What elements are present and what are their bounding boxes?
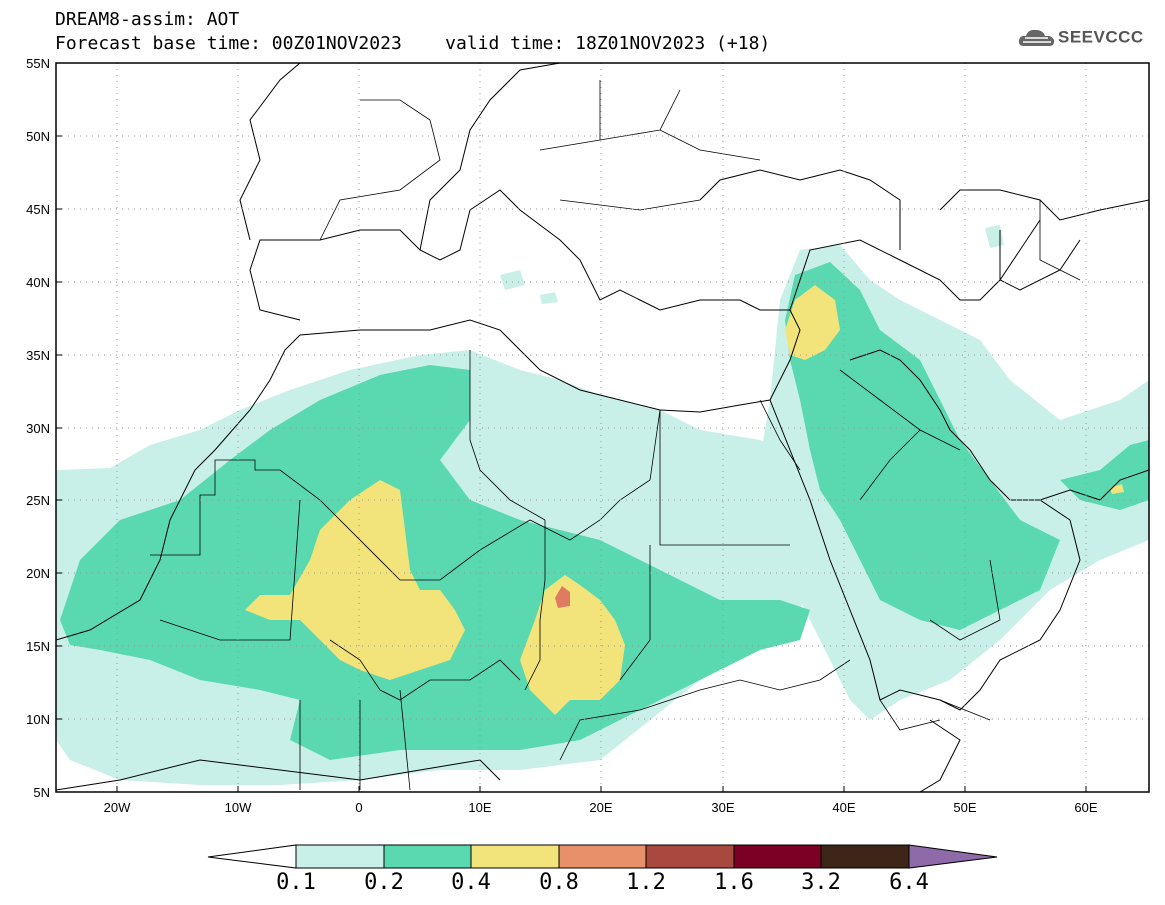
borders: [150, 80, 1081, 791]
logo-text: SEEVCCC: [1058, 27, 1144, 47]
legend-label: 0.4: [451, 870, 491, 895]
aot-level-0.4: [245, 480, 465, 680]
lat-labels: 55N 50N 45N 40N 35N 30N 25N 20N 15N 10N …: [26, 56, 50, 800]
lat-label: 30N: [26, 421, 50, 436]
lon-label: 20E: [589, 800, 612, 815]
legend-label: 0.1: [276, 870, 316, 895]
lat-label: 45N: [26, 202, 50, 217]
lat-label: 5N: [33, 785, 50, 800]
legend-swatch: [820, 844, 910, 869]
legend-swatch: [558, 844, 647, 869]
forecast-time-line: Forecast base time: 00Z01NOV2023 valid t…: [55, 33, 771, 54]
lat-label: 40N: [26, 275, 50, 290]
gridlines: [56, 63, 1149, 792]
aot-field: [56, 225, 1149, 785]
color-legend: [207, 844, 998, 869]
lon-labels: 20W 10W 0 10E 20E 30E 40E 50E 60E: [104, 800, 1098, 815]
legend-label: 6.4: [889, 870, 929, 895]
lat-label: 35N: [26, 348, 50, 363]
legend-over-arrow: [908, 844, 998, 869]
seevccc-logo: SEEVCCC: [1018, 27, 1144, 49]
legend-label: 1.2: [626, 870, 666, 895]
lat-label: 10N: [26, 712, 50, 727]
legend-label: 1.6: [714, 870, 754, 895]
legend-swatch: [645, 844, 735, 869]
lon-label: 10E: [468, 800, 491, 815]
lat-label: 25N: [26, 493, 50, 508]
legend-swatch: [295, 844, 385, 869]
lon-label: 10W: [225, 800, 252, 815]
lon-label: 30E: [711, 800, 734, 815]
coastlines: [56, 63, 1149, 792]
lat-label: 20N: [26, 566, 50, 581]
legend-label: 3.2: [801, 870, 841, 895]
lon-label: 40E: [832, 800, 855, 815]
cloud-icon: [1018, 29, 1055, 46]
lat-label: 55N: [26, 56, 50, 71]
lat-label: 50N: [26, 129, 50, 144]
legend-swatch: [470, 844, 560, 869]
tick-marks: [56, 135, 1087, 792]
legend-label: 0.2: [364, 870, 404, 895]
legend-label: 0.8: [539, 870, 579, 895]
lon-label: 0: [355, 800, 362, 815]
lat-label: 15N: [26, 639, 50, 654]
lon-label: 60E: [1074, 800, 1097, 815]
legend-under-arrow: [207, 844, 297, 869]
legend-swatch: [733, 844, 822, 869]
aot-level-0.8: [555, 586, 570, 608]
map-title: DREAM8-assim: AOT: [55, 9, 240, 30]
lon-label: 50E: [953, 800, 976, 815]
lon-label: 20W: [104, 800, 131, 815]
legend-swatch: [383, 844, 472, 869]
